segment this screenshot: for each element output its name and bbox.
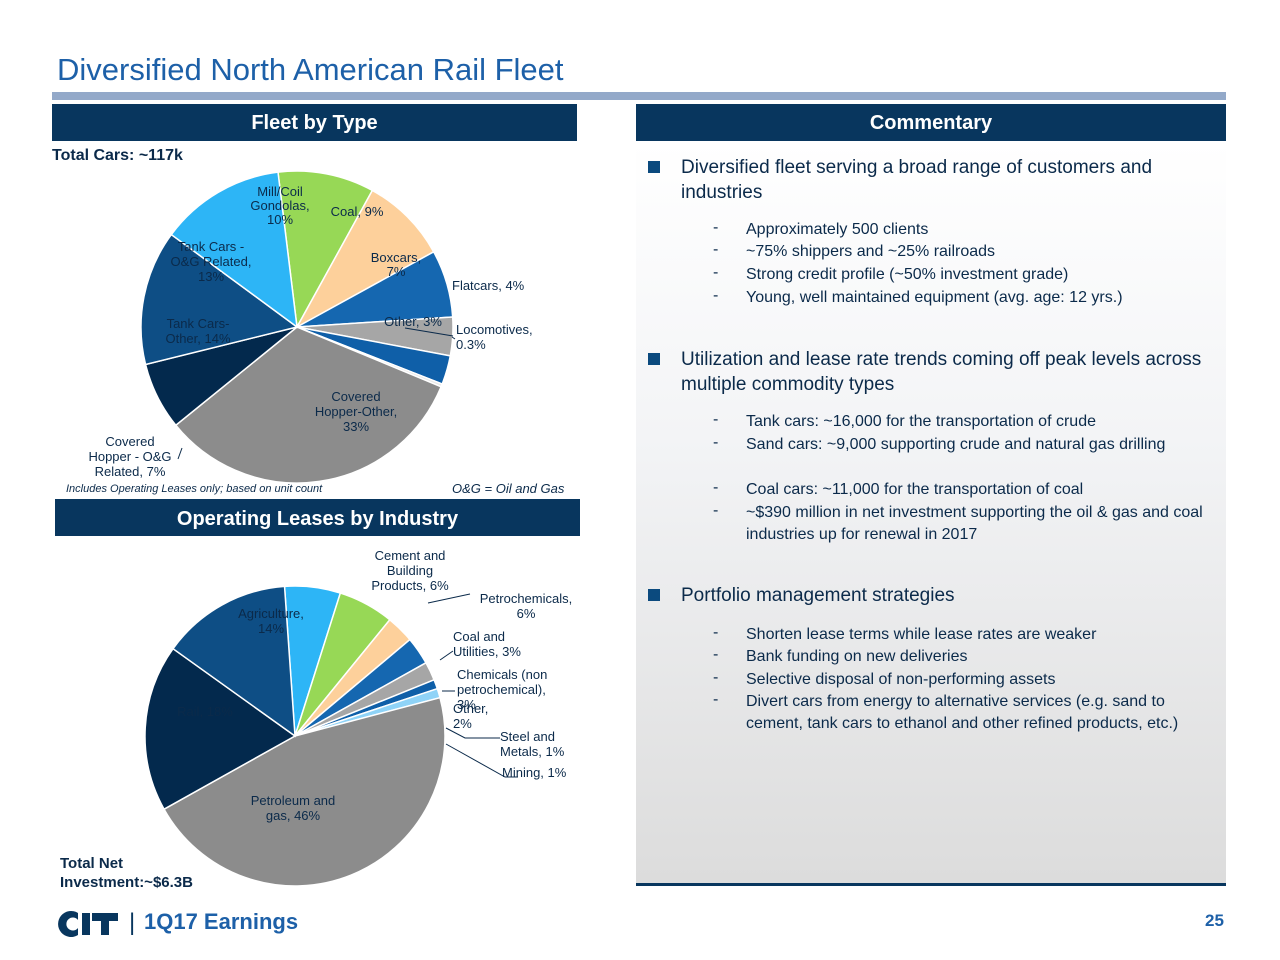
fleet-slice-8 bbox=[140, 233, 299, 366]
dash-icon: - bbox=[713, 646, 719, 663]
fleet-slice-1 bbox=[295, 189, 435, 329]
bullet-square-icon bbox=[648, 161, 660, 173]
dash-icon: - bbox=[713, 691, 719, 708]
label-petroleum-gas: Petroleum and gas, 46% bbox=[251, 793, 336, 823]
leader-locomotives bbox=[451, 336, 456, 340]
label-agriculture: Agriculture, 14% bbox=[238, 606, 304, 636]
commentary-sub-item: Approximately 500 clients bbox=[746, 221, 929, 238]
title-rule bbox=[52, 92, 1226, 100]
label-rail: Rail, 18% bbox=[177, 704, 233, 719]
leases-slice-9 bbox=[171, 585, 296, 738]
footer-title: 1Q17 Earnings bbox=[144, 909, 299, 934]
label-steel-metals: Steel and Metals, 1% bbox=[500, 729, 565, 759]
label-locomotives: Locomotives, 0.3% bbox=[456, 322, 533, 352]
label-other: Other, 3% bbox=[384, 314, 442, 329]
bullet-square-icon bbox=[648, 589, 660, 601]
commentary-sub-item: Strong credit profile (~50% investment g… bbox=[746, 266, 1069, 283]
dash-icon: - bbox=[713, 219, 719, 236]
dash-icon: - bbox=[713, 241, 719, 258]
total-net-value: Investment:~$6.3B bbox=[60, 874, 193, 891]
commentary-sub-item: Sand cars: ~9,000 supporting crude and n… bbox=[746, 436, 1166, 453]
footer-separator: | bbox=[129, 909, 136, 936]
label-tank-cars-other: Tank Cars-Other, 14% bbox=[165, 316, 230, 346]
leader-steel-metals bbox=[445, 727, 500, 739]
dash-icon: - bbox=[713, 287, 719, 304]
leader-other bbox=[404, 327, 454, 337]
fleet-slice-9 bbox=[170, 171, 298, 329]
page-number: 25 bbox=[1205, 911, 1224, 930]
fleet-slice-0 bbox=[277, 170, 374, 330]
commentary-sub-item: Tank cars: ~16,000 for the transportatio… bbox=[746, 413, 1096, 430]
total-cars-label: Total Cars: ~117k bbox=[52, 147, 183, 164]
label-chemicals: Chemicals (non petrochemical), 3% bbox=[457, 667, 547, 712]
commentary-panel-bottom-rule bbox=[636, 883, 1226, 886]
cit-logo-icon bbox=[56, 907, 120, 941]
dash-icon: - bbox=[713, 669, 719, 686]
label-boxcars: Boxcars, 7% bbox=[371, 250, 422, 279]
commentary-panel bbox=[636, 141, 1226, 883]
label-mill-coil-gondolas: Mill/Coil Gondolas, 10% bbox=[250, 184, 309, 227]
dash-icon: - bbox=[713, 502, 719, 519]
commentary-sub-item: Young, well maintained equipment (avg. a… bbox=[746, 289, 1123, 306]
commentary-sub-item: Selective disposal of non-performing ass… bbox=[746, 671, 1056, 688]
operating-leases-footnote: Includes Operating Leases only; based on… bbox=[66, 483, 323, 495]
label-coal-utilities: Coal and Utilities, 3% bbox=[453, 629, 521, 659]
commentary-sub-item: ~75% shippers and ~25% railroads bbox=[746, 243, 996, 260]
label-covered-hopper-other: Covered Hopper-Other, 33% bbox=[315, 389, 397, 434]
leader-covered-hopper-og bbox=[177, 447, 183, 460]
leases-slice-7 bbox=[163, 696, 446, 887]
leader-coal-utilities bbox=[439, 650, 454, 661]
commentary-bullet-1: Diversified fleet serving a broad range … bbox=[681, 157, 1153, 203]
leader-mining bbox=[445, 743, 518, 778]
dash-icon: - bbox=[713, 264, 719, 281]
commentary-sub-item: Divert cars from energy to alternative s… bbox=[746, 693, 1179, 732]
label-mining: Mining, 1% bbox=[502, 765, 567, 780]
dash-icon: - bbox=[713, 624, 719, 641]
dash-icon: - bbox=[713, 434, 719, 451]
commentary-bullet-2: Utilization and lease rate trends coming… bbox=[681, 349, 1202, 395]
label-tank-cars-og: Tank Cars -O&G Related, 13% bbox=[171, 239, 252, 284]
dash-icon: - bbox=[713, 411, 719, 428]
commentary-bullet-3: Portfolio management strategies bbox=[681, 585, 955, 606]
leader-petrochemicals bbox=[427, 593, 471, 604]
commentary-sub-item: Coal cars: ~11,000 for the transportatio… bbox=[746, 481, 1084, 498]
fleet-by-type-header: Fleet by Type bbox=[52, 104, 577, 141]
og-abbreviation-note: O&G = Oil and Gas bbox=[452, 481, 565, 496]
label-flatcars: Flatcars, 4% bbox=[452, 278, 525, 293]
dash-icon: - bbox=[713, 479, 719, 496]
commentary-sub-item: Bank funding on new deliveries bbox=[746, 648, 968, 665]
label-covered-hopper-og: Covered Hopper - O&G Related, 7% bbox=[88, 434, 171, 479]
bullet-square-icon bbox=[648, 353, 660, 365]
label-petrochemicals: Petrochemicals, 6% bbox=[480, 591, 572, 621]
total-net-label: Total Net bbox=[60, 855, 124, 872]
commentary-sub-item: ~$390 million in net investment supporti… bbox=[746, 504, 1203, 543]
operating-leases-header: Operating Leases by Industry bbox=[55, 499, 580, 536]
label-cement-building: Cement and Building Products, 6% bbox=[371, 548, 449, 593]
fleet-slice-6 bbox=[174, 326, 443, 484]
commentary-header: Commentary bbox=[636, 104, 1226, 141]
page-title: Diversified North American Rail Fleet bbox=[57, 52, 564, 87]
leases-slice-8 bbox=[144, 647, 297, 811]
commentary-sub-item: Shorten lease terms while lease rates ar… bbox=[746, 626, 1097, 643]
label-coal: Coal, 9% bbox=[331, 204, 384, 219]
label-other-industry: Other, 2% bbox=[453, 701, 488, 731]
